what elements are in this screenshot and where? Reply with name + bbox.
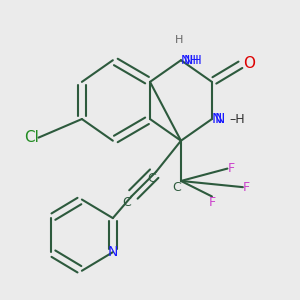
Text: C: C xyxy=(147,172,156,185)
Text: H: H xyxy=(175,35,184,45)
Text: N: N xyxy=(212,112,222,126)
Text: F: F xyxy=(243,181,250,194)
Text: C: C xyxy=(123,196,131,209)
Text: Cl: Cl xyxy=(24,130,38,145)
Text: N: N xyxy=(215,112,225,126)
Text: N: N xyxy=(108,245,118,259)
Text: O: O xyxy=(243,56,255,71)
Text: NH: NH xyxy=(181,54,200,67)
Text: NH: NH xyxy=(184,54,203,67)
Text: F: F xyxy=(208,196,215,209)
Text: –H: –H xyxy=(229,112,244,125)
Text: F: F xyxy=(227,162,235,175)
Text: C: C xyxy=(172,181,181,194)
